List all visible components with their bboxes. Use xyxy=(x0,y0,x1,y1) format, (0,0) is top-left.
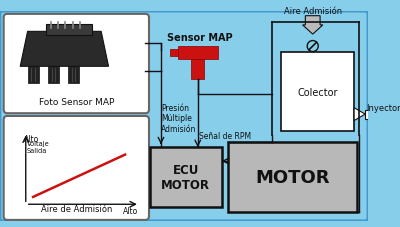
Text: Alto: Alto xyxy=(123,206,138,215)
FancyBboxPatch shape xyxy=(4,116,149,220)
Text: MOTOR: MOTOR xyxy=(255,168,330,186)
Bar xyxy=(28,67,39,84)
Bar xyxy=(280,53,354,131)
FancyBboxPatch shape xyxy=(4,15,149,114)
Text: Aire Admisión: Aire Admisión xyxy=(284,7,342,16)
Bar xyxy=(365,110,385,119)
Text: Presión
Múltiple
Admisión: Presión Múltiple Admisión xyxy=(161,104,196,133)
Text: Señal de RPM: Señal de RPM xyxy=(199,131,251,140)
Text: Colector: Colector xyxy=(297,87,338,97)
Text: Voltaje
Salida: Voltaje Salida xyxy=(27,140,50,153)
Text: Inyector: Inyector xyxy=(366,104,400,113)
Bar xyxy=(178,47,218,60)
Polygon shape xyxy=(20,32,108,67)
Text: Aire de Admisión: Aire de Admisión xyxy=(41,205,112,214)
Text: Alto: Alto xyxy=(24,135,39,144)
Text: Foto Sensor MAP: Foto Sensor MAP xyxy=(39,97,114,106)
Bar xyxy=(191,60,204,80)
Bar xyxy=(68,67,79,84)
FancyArrow shape xyxy=(303,17,323,35)
Bar xyxy=(170,49,178,57)
Text: Sensor MAP: Sensor MAP xyxy=(167,33,232,43)
Polygon shape xyxy=(354,108,365,121)
Bar xyxy=(46,25,92,36)
FancyBboxPatch shape xyxy=(0,12,368,221)
Bar xyxy=(228,142,357,212)
Bar xyxy=(150,148,222,207)
Bar xyxy=(48,67,59,84)
Text: ECU
MOTOR: ECU MOTOR xyxy=(161,163,210,191)
